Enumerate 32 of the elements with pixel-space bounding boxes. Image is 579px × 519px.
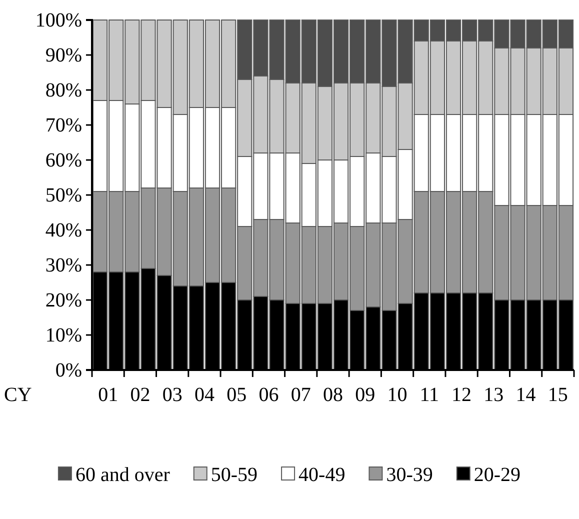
x-tick-label: 05 [226,384,247,406]
y-tick-label: 20% [45,289,82,312]
x-tick-label: 06 [258,384,279,406]
x-tick-label: 09 [355,384,376,406]
legend-label: 30-39 [386,464,433,486]
y-tick-label: 40% [45,219,82,242]
y-tick-label: 90% [45,44,82,66]
y-tick-label: 10% [45,324,82,346]
y-tick-label: 30% [45,254,82,276]
x-tick-label: 02 [130,384,150,406]
x-tick-label: 14 [516,384,536,406]
x-tick-label: 15 [548,384,568,406]
y-tick-label: 0% [55,359,82,382]
x-tick-label: 03 [162,384,182,406]
y-tick-label: 80% [45,79,82,102]
x-tick-label: 12 [452,384,472,406]
x-axis-title: CY [4,384,32,406]
y-tick-label: 60% [45,149,82,172]
x-tick-label: 07 [290,384,311,406]
x-tick-label: 10 [387,384,408,406]
legend-label: 20-29 [474,464,521,486]
x-tick-label: 04 [194,384,214,406]
y-tick-label: 50% [45,184,82,206]
legend-label: 50-59 [210,464,258,486]
y-tick-label: 70% [45,114,82,136]
x-tick-label: 11 [420,384,440,406]
x-tick-label: 13 [484,384,504,406]
legend-label: 40-49 [298,464,346,486]
x-tick-label: 01 [98,384,118,406]
legend-label: 60 and over [75,464,170,486]
y-tick-label: 100% [35,9,82,32]
x-tick-label: 08 [323,384,343,406]
